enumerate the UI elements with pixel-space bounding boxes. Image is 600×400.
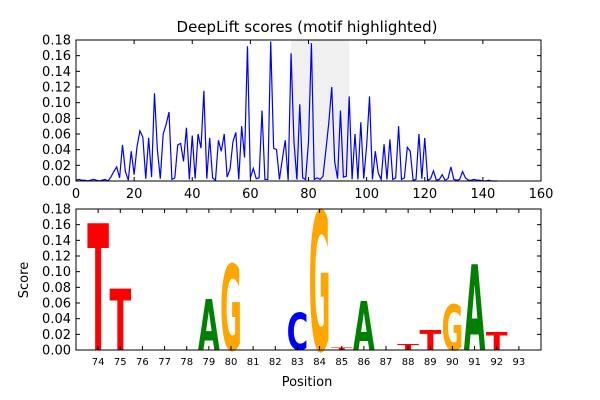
top-x-tick-label: 60 [242,187,259,202]
top-y-axis-ticks: 0.000.020.040.060.080.100.120.140.160.18 [42,34,541,190]
top-x-tick-label: 80 [300,187,317,202]
x-axis-label: Position [282,375,333,390]
top-x-tick-label: 140 [470,187,495,202]
top-x-tick-label: 40 [184,187,201,202]
logo-letter-G-80: G [220,242,242,379]
bottom-x-tick-label: 87 [380,357,393,368]
bottom-y-tick-label: 0.14 [42,234,71,249]
top-y-tick-label: 0.08 [42,112,71,127]
bottom-y-tick-label: 0.18 [42,203,71,218]
bottom-x-tick-label: 85 [335,357,348,368]
top-y-tick-label: 0.12 [42,81,71,96]
logo-letter-T-89: T [419,325,441,358]
bottom-x-tick-label: 89 [424,357,437,368]
logo-letter-glyph: A [353,290,375,367]
bottom-x-tick-label: 75 [114,357,127,368]
logo-letter-A-79: A [198,286,220,367]
logo-letter-glyph: A [464,241,486,379]
logo-letter-glyph: A [198,286,220,367]
bottom-plot-frame [75,208,542,351]
bottom-x-tick-label: 90 [446,357,459,368]
bottom-y-tick-label: 0.10 [42,265,71,280]
bottom-x-tick-label: 80 [225,357,238,368]
top-y-tick-label: 0.06 [42,128,71,143]
top-x-tick-label: 100 [354,187,379,202]
logo-letter-glyph: G [442,294,464,366]
deeplift-score-panel: DeepLift scores (motif highlighted) 0.00… [42,18,553,202]
bottom-x-tick-label: 84 [313,357,326,368]
logo-letter-glyph: T [419,325,441,358]
bottom-y-tick-label: 0.12 [42,250,71,265]
logo-letter-G-90: G [442,294,464,366]
sequence-logo-panel: TTAGCGTATTGAT 0.000.020.040.060.080.100.… [17,173,542,396]
logo-letter-G-84: G [309,173,331,396]
top-y-tick-label: 0.00 [42,175,71,190]
logo-letter-T-92: T [486,327,508,356]
bottom-x-tick-label: 76 [136,357,149,368]
top-y-tick-label: 0.02 [42,159,71,174]
logo-letter-glyph: T [486,327,508,356]
bottom-x-axis-ticks: 74 75 76 77 78 79 80 81 82 83 84 85 86 87 88 89 90 91 92 93 [92,209,525,368]
bottom-x-tick-label: 82 [269,357,282,368]
logo-letter-glyph: C [287,304,309,363]
logo-letter-glyph: G [309,173,331,396]
logo-letter-glyph: T [87,190,109,392]
logo-letters: TTAGCGTATTGAT [87,173,508,396]
bottom-x-tick-label: 81 [247,357,260,368]
bottom-x-tick-label: 92 [490,357,503,368]
top-y-tick-label: 0.10 [42,96,71,111]
bottom-y-tick-label: 0.16 [42,218,71,233]
logo-letter-C-83: C [287,304,309,363]
top-x-tick-label: 120 [412,187,437,202]
top-x-tick-label: 160 [529,187,554,202]
bottom-x-tick-label: 74 [92,357,105,368]
deeplift-score-line [75,41,498,182]
bottom-x-tick-label: 79 [202,357,215,368]
bottom-y-tick-label: 0.00 [42,344,71,359]
logo-letter-glyph: G [220,242,242,379]
logo-letter-glyph: T [109,272,131,370]
bottom-x-tick-label: 77 [158,357,171,368]
bottom-x-tick-label: 88 [402,357,415,368]
top-x-tick-label: 0 [72,187,80,202]
logo-letter-T-74: T [87,190,109,392]
bottom-y-tick-label: 0.06 [42,297,71,312]
top-x-axis-ticks: 0 20 40 60 80 100 120 140 160 [72,40,554,202]
top-x-tick-label: 20 [126,187,143,202]
y-axis-label: Score [17,262,32,298]
bottom-x-tick-label: 93 [512,357,525,368]
bottom-x-tick-label: 91 [468,357,481,368]
top-chart-title: DeepLift scores (motif highlighted) [177,18,438,36]
bottom-x-tick-label: 78 [180,357,193,368]
top-y-tick-label: 0.14 [42,65,71,80]
motif-highlight-region [291,40,350,181]
top-plot-frame [75,39,542,182]
bottom-x-tick-label: 83 [291,357,304,368]
bottom-y-tick-label: 0.02 [42,328,71,343]
bottom-y-tick-label: 0.08 [42,281,71,296]
top-y-tick-label: 0.16 [42,49,71,64]
top-y-tick-label: 0.18 [42,34,71,49]
logo-letter-A-91: A [464,241,486,379]
logo-letter-T-75: T [109,272,131,370]
bottom-y-axis-ticks: 0.000.020.040.060.080.100.120.140.160.18 [42,203,541,359]
top-y-tick-label: 0.04 [42,143,71,158]
bottom-y-tick-label: 0.04 [42,312,71,327]
logo-letter-A-86: A [353,290,375,367]
bottom-x-tick-label: 86 [357,357,370,368]
